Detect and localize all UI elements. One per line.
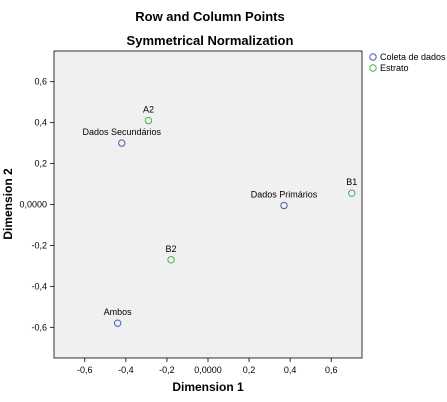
legend-marker (369, 64, 377, 72)
y-tick-label: 0,0000 (19, 200, 47, 210)
x-tick-label: -0,2 (159, 365, 175, 375)
x-tick-label: 0,4 (284, 365, 297, 375)
x-tick-label: 0,0000 (194, 365, 222, 375)
data-points: Dados Secundários Dados Primários Ambos A2 B… (82, 105, 357, 327)
point-label: Ambos (104, 307, 133, 317)
x-axis-title: Dimension 1 (172, 380, 244, 394)
data-point (144, 116, 153, 125)
legend-label: Estrato (380, 63, 409, 73)
point-label: A2 (143, 105, 154, 115)
legend-label: Coleta de dados (380, 52, 446, 62)
data-point (348, 189, 356, 197)
point-label: Dados Primários (251, 190, 318, 200)
y-tick-label: 0,2 (34, 159, 47, 169)
x-tick-label: 0,6 (325, 365, 338, 375)
y-tick-label: 0,4 (34, 118, 47, 128)
data-point (280, 201, 288, 210)
data-point (118, 139, 126, 147)
chart-title: Row and Column Points (135, 9, 285, 24)
y-tick-label: -0,6 (31, 322, 47, 332)
point-label: Dados Secundários (82, 127, 161, 137)
x-tick-label: -0,4 (118, 365, 134, 375)
chart-subtitle: Symmetrical Normalization (127, 33, 294, 48)
point-label: B2 (166, 244, 177, 254)
y-axis: 0,6 0,4 0,2 0,0000 -0,2 -0,4 -0,6 (19, 77, 54, 332)
y-tick-label: -0,4 (31, 281, 47, 291)
y-tick-label: -0,2 (31, 240, 47, 250)
y-tick-label: 0,6 (34, 77, 47, 87)
x-tick-label: -0,6 (77, 365, 93, 375)
point-label: B1 (346, 177, 357, 187)
x-tick-label: 0,2 (243, 365, 256, 375)
y-axis-title: Dimension 2 (1, 168, 15, 240)
plot-area (53, 50, 363, 359)
x-axis: -0,6 -0,4 -0,2 0,0000 0,2 0,4 0,6 (77, 358, 337, 375)
legend-marker (369, 53, 377, 61)
data-point (113, 319, 122, 327)
data-point (167, 256, 175, 264)
